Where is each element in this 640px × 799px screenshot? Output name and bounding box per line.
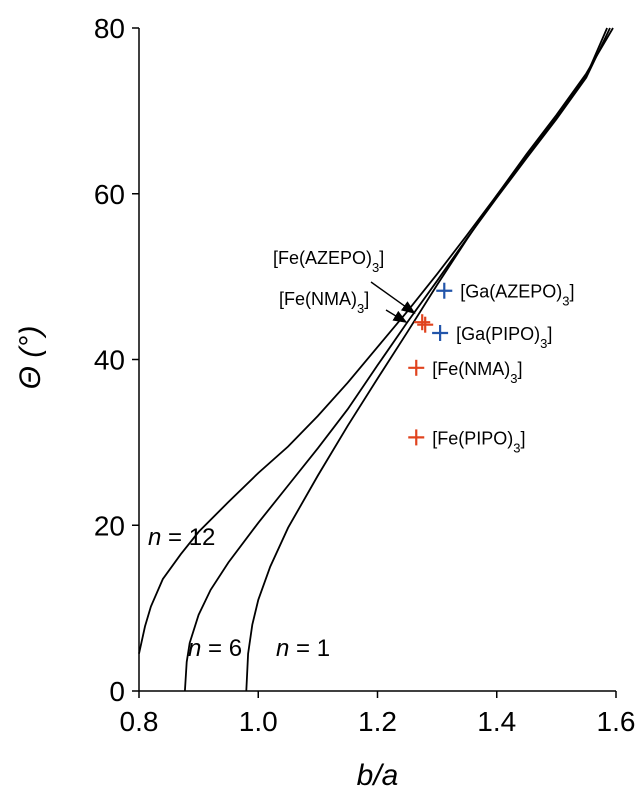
- point-label-2-close: ]: [547, 324, 552, 344]
- point-label-1-main: [Ga(AZEPO): [460, 282, 562, 302]
- annotation-arrow-1: [370, 281, 416, 314]
- y-tick-label: 0: [109, 676, 125, 707]
- series-label-1: n = 12: [148, 524, 215, 551]
- x-tick-label: 0.8: [120, 706, 159, 737]
- series-label-variable: n: [188, 635, 201, 662]
- annotations: [Fe(AZEPO)3][Fe(NMA)3]: [273, 248, 416, 323]
- arrow-label-2-main: [Fe(NMA): [279, 289, 357, 309]
- arrow-label-2: [Fe(NMA)3]: [279, 289, 369, 316]
- point-label-1: [Ga(AZEPO)3]: [460, 282, 574, 309]
- arrow-label-1-close: ]: [379, 248, 384, 268]
- series-line-1: [138, 27, 608, 654]
- y-tick-label: 40: [94, 345, 125, 376]
- annotation-arrow-2: [385, 309, 408, 323]
- x-tick-label: 1.6: [597, 706, 636, 737]
- y-tick-label: 60: [94, 179, 125, 210]
- data-point-3: [408, 359, 425, 376]
- point-label-3-subscript: 3: [510, 370, 517, 385]
- arrow-label-1: [Fe(AZEPO)3]: [273, 248, 384, 275]
- arrow-label-2-close: ]: [364, 289, 369, 309]
- point-label-3: [Fe(NMA)3]: [432, 359, 522, 386]
- data-point-5: [414, 314, 431, 331]
- point-label-3-main: [Fe(NMA): [432, 359, 510, 379]
- markers: [Ga(AZEPO)3][Ga(PIPO)3][Fe(NMA)3][Fe(PIP…: [408, 282, 575, 455]
- data-point-4: [408, 429, 425, 446]
- arrow-label-1-subscript: 3: [372, 260, 379, 275]
- y-axis-label: Θ (°): [14, 326, 47, 390]
- point-label-2-main: [Ga(PIPO): [456, 324, 540, 344]
- point-label-4-subscript: 3: [513, 440, 520, 455]
- series-label-variable: n: [148, 524, 161, 551]
- y-tick-label: 20: [94, 510, 125, 541]
- point-label-4-close: ]: [521, 428, 526, 448]
- x-tick-label: 1.2: [358, 706, 397, 737]
- data-point-6: [417, 316, 434, 333]
- series-label-value: = 12: [161, 524, 215, 551]
- x-tick-label: 1.0: [239, 706, 278, 737]
- series-label-variable: n: [276, 635, 289, 662]
- x-axis-label: b/a: [357, 759, 399, 792]
- point-label-2: [Ga(PIPO)3]: [456, 324, 552, 351]
- x-tick-label: 1.4: [477, 706, 516, 737]
- point-label-2-subscript: 3: [540, 335, 547, 350]
- point-label-1-close: ]: [570, 282, 575, 302]
- point-label-1-subscript: 3: [562, 293, 569, 308]
- series-label-2: n = 6: [188, 635, 242, 662]
- series-line-3: [245, 27, 614, 692]
- series-label-value: = 6: [201, 635, 242, 662]
- y-tick-label: 80: [94, 13, 125, 44]
- point-label-4: [Fe(PIPO)3]: [432, 428, 525, 455]
- arrow-label-2-subscript: 3: [357, 301, 364, 316]
- series-label-3: n = 1: [276, 635, 330, 662]
- axes: 0.8 1.0 1.2 1.4 1.6 0 20 40 60 80 b/a Θ (°): [14, 13, 635, 792]
- point-label-3-close: ]: [517, 359, 522, 379]
- data-point-2: [432, 324, 449, 341]
- data-point-1: [436, 282, 453, 299]
- series-line-2: [184, 27, 611, 692]
- point-label-4-main: [Fe(PIPO): [432, 428, 513, 448]
- series-label-value: = 1: [289, 635, 330, 662]
- arrow-label-1-main: [Fe(AZEPO): [273, 248, 372, 268]
